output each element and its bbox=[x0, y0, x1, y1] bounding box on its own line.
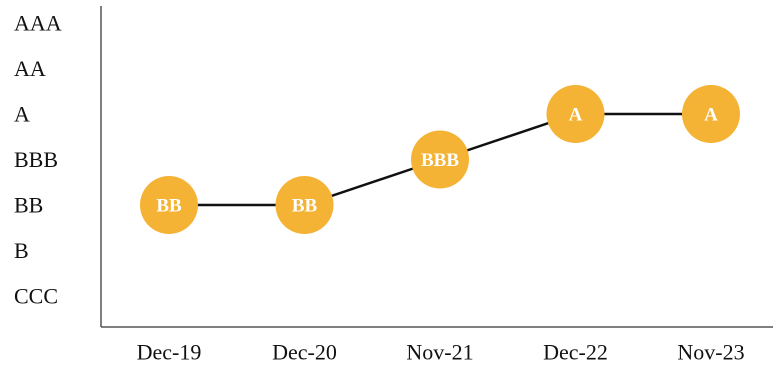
y-tick-label: AA bbox=[14, 56, 46, 81]
y-tick-label: CCC bbox=[14, 284, 58, 309]
x-tick-label: Nov-23 bbox=[677, 340, 744, 365]
data-point bbox=[682, 85, 740, 143]
data-label: BBB bbox=[421, 150, 459, 171]
x-tick-label: Nov-21 bbox=[406, 340, 473, 365]
y-tick-label: BBB bbox=[14, 147, 58, 172]
data-point bbox=[411, 130, 469, 189]
y-tick-label: BB bbox=[14, 193, 43, 218]
x-tick-label: Dec-22 bbox=[543, 340, 608, 365]
data-point bbox=[546, 85, 605, 143]
x-tick-label: Dec-19 bbox=[137, 340, 202, 365]
y-tick-label: A bbox=[14, 102, 30, 127]
data-label: A bbox=[704, 105, 718, 126]
data-point bbox=[275, 176, 334, 234]
data-label: BB bbox=[156, 196, 182, 217]
x-axis-ticks: Dec-19 Dec-20 Nov-21 Dec-22 Nov-23 bbox=[137, 340, 745, 365]
y-tick-label: B bbox=[14, 238, 29, 263]
data-label: A bbox=[569, 105, 583, 126]
y-tick-label: AAA bbox=[14, 11, 62, 36]
x-tick-label: Dec-20 bbox=[272, 340, 337, 365]
data-label: BB bbox=[292, 196, 318, 217]
data-point bbox=[140, 176, 198, 234]
